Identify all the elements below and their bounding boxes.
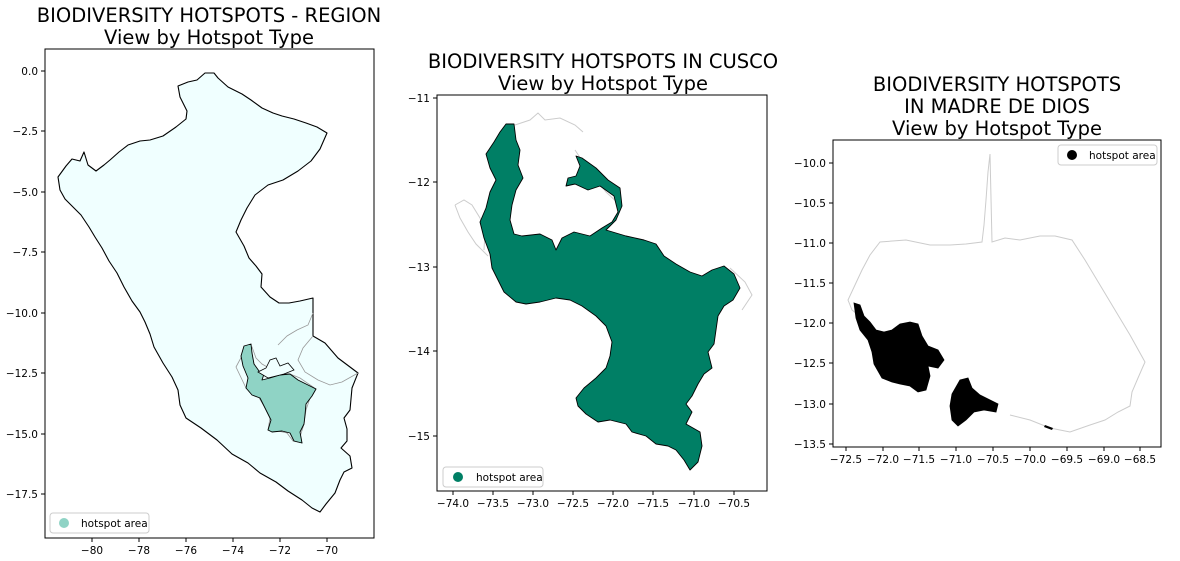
panel2-y-tick-label: −15 [408, 431, 430, 443]
panel2-y-tick-label: −13 [408, 262, 430, 274]
panel3-x-tick-label: −69.0 [1088, 454, 1120, 466]
panel2-legend: hotspot area [442, 466, 544, 488]
panel3-ticks [829, 162, 1141, 451]
panel3-map: −72.5 −72.0 −71.5 −71.0 −70.5 −70.0 −69.… [794, 139, 1162, 466]
panel3-y-tick-label: −11.0 [794, 238, 826, 250]
panel3-x-tick-label: −72.5 [830, 454, 862, 466]
panel1-x-tick-label: −70 [316, 545, 338, 557]
madre-de-dios-boundary [847, 153, 1146, 433]
panel3-legend: hotspot area [1057, 144, 1158, 166]
panel3-legend-label: hotspot area [1089, 150, 1156, 162]
panel3-x-tick-label: −70.5 [977, 454, 1009, 466]
panel1-legend: hotspot area [49, 512, 150, 534]
panel1-y-tick-label: −7.5 [13, 247, 39, 259]
panel3-y-tick-label: −11.5 [794, 278, 826, 290]
panel1-title-line1: BIODIVERSITY HOTSPOTS - REGION [36, 4, 382, 27]
panel1-x-tick-label: −74 [222, 545, 244, 557]
panel3-title-line1: BIODIVERSITY HOTSPOTS [872, 73, 1122, 96]
panel1-x-tick-label: −72 [269, 545, 291, 557]
panel3-hotspot-area-west [853, 302, 945, 393]
panel1-y-tick-label: −17.5 [6, 489, 38, 501]
panel1-y-tick-label: −5.0 [13, 187, 39, 199]
panel3-x-tick-label: −71.5 [903, 454, 935, 466]
panel2-x-tick-label: −73.5 [477, 498, 509, 510]
panel3-title-line2: IN MADRE DE DIOS [904, 95, 1090, 118]
panel3-x-tick-label: −69.5 [1051, 454, 1083, 466]
panel1-y-tick-label: −12.5 [6, 368, 38, 380]
panel3-x-tick-label: −68.5 [1124, 454, 1156, 466]
panel2-x-tick-label: −74.0 [437, 498, 469, 510]
panel3-hotspot-area-sliver [1044, 425, 1053, 430]
panel2-hotspot-area [479, 123, 741, 471]
panel3-y-tick-label: −10.5 [794, 198, 826, 210]
panel2-y-tick-label: −14 [408, 346, 430, 358]
panel1-x-tick-label: −78 [128, 545, 150, 557]
panel3-x-tick-label: −70.0 [1014, 454, 1046, 466]
panel3-y-tick-label: −13.5 [794, 439, 826, 451]
panel3-axes-frame [832, 139, 1162, 448]
panel1-y-tick-label: −2.5 [13, 126, 39, 138]
panel2-x-tick-label: −73.0 [517, 498, 549, 510]
panel3-x-tick-label: −71.0 [940, 454, 972, 466]
panel1-hotspot-area [240, 343, 317, 444]
panel2-x-tick-label: −71.5 [637, 498, 669, 510]
panel2-x-tick-label: −70.5 [718, 498, 750, 510]
panel2-x-tick-label: −71.0 [678, 498, 710, 510]
panel2-title: BIODIVERSITY HOTSPOTS IN CUSCO View by H… [415, 51, 791, 95]
panel3-title: BIODIVERSITY HOTSPOTS IN MADRE DE DIOS V… [833, 74, 1161, 140]
panel3-y-tick-label: −12.0 [794, 318, 826, 330]
peru-region-boundary [277, 312, 359, 386]
panel3-legend-marker [1067, 150, 1077, 160]
panel2-title-line1: BIODIVERSITY HOTSPOTS IN CUSCO [427, 50, 779, 73]
panel2-x-tick-label: −72.0 [597, 498, 629, 510]
panel3-y-tick-label: −13.0 [794, 399, 826, 411]
panel1-ticks [41, 70, 328, 542]
panel1-map: −80 −78 −76 −74 −72 −70 0.0 −2.5 −5.0 −7… [6, 48, 375, 557]
panel2-y-tick-label: −11 [408, 93, 430, 105]
panel2-legend-label: hotspot area [476, 472, 543, 484]
panel3-y-tick-label: −12.5 [794, 358, 826, 370]
panel1-x-tick-label: −80 [81, 545, 103, 557]
panel1-x-tick-label: −76 [175, 545, 197, 557]
panel2-map: −74.0 −73.5 −73.0 −72.5 −72.0 −71.5 −71.… [408, 93, 768, 510]
panel1-title: BIODIVERSITY HOTSPOTS - REGION View by H… [30, 5, 388, 49]
panel1-title-line2: View by Hotspot Type [104, 26, 314, 49]
panel1-legend-marker [59, 518, 69, 528]
panel2-y-tick-label: −12 [408, 177, 430, 189]
panel1-y-tick-label: −15.0 [6, 429, 38, 441]
panel1-legend-label: hotspot area [81, 518, 148, 530]
panel1-hotspot-gap [257, 357, 295, 379]
panel2-x-tick-label: −72.5 [557, 498, 589, 510]
panel2-legend-marker [453, 472, 463, 482]
panel3-title-line3: View by Hotspot Type [892, 117, 1102, 140]
panel3-x-tick-label: −72.0 [867, 454, 899, 466]
panel2-title-line2: View by Hotspot Type [498, 72, 708, 95]
panel3-hotspot-area-east [949, 377, 999, 427]
panel3-y-tick-label: −10.0 [794, 158, 826, 170]
panel1-y-tick-label: 0.0 [21, 66, 38, 78]
panel2-ticks [433, 97, 735, 495]
panel1-y-tick-label: −10.0 [6, 308, 38, 320]
